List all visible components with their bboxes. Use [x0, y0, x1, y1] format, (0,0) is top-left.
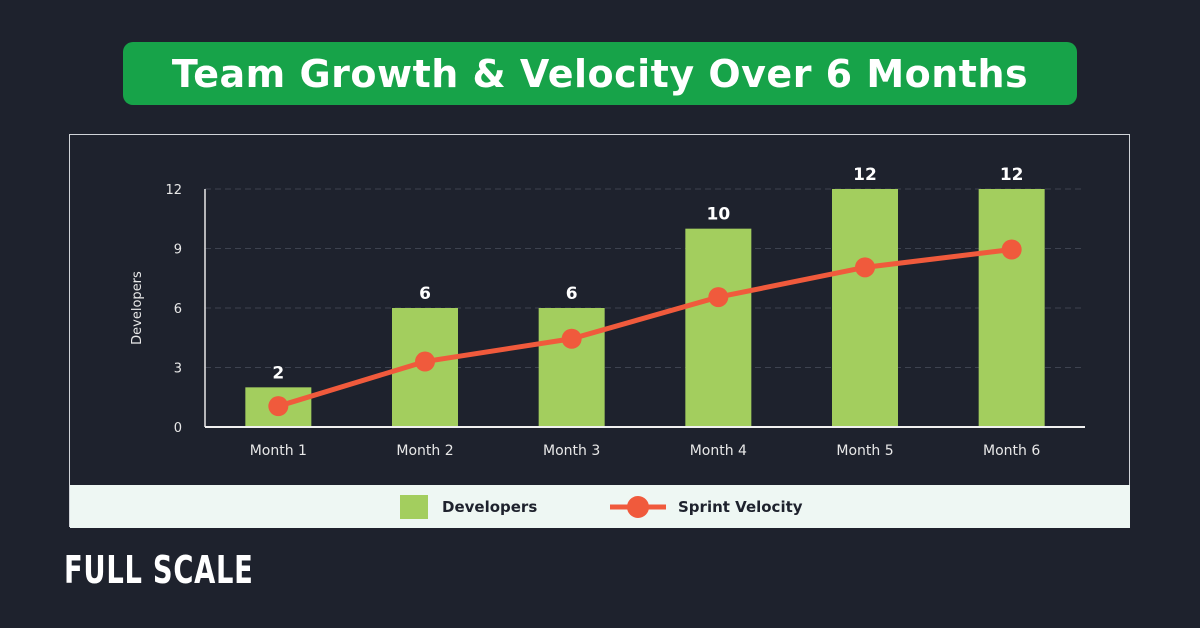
y-tick-label: 9 — [174, 243, 182, 258]
x-tick-label: Month 4 — [690, 443, 747, 459]
x-tick-label: Month 3 — [543, 443, 600, 459]
bar — [685, 228, 752, 427]
bar-data-label: 12 — [853, 165, 877, 185]
legend-swatch-line — [610, 495, 666, 518]
y-tick-label: 0 — [174, 421, 182, 436]
x-tick-label: Month 5 — [836, 443, 893, 459]
y-tick-label: 3 — [174, 362, 182, 377]
velocity-point — [415, 351, 435, 372]
legend-swatch-bar — [400, 494, 428, 519]
y-tick-label: 12 — [165, 183, 182, 198]
x-tick-label: Month 2 — [396, 443, 453, 459]
legend-label: Sprint Velocity — [678, 497, 803, 516]
bar-data-label: 10 — [706, 205, 730, 225]
legend-item-developers: Developers — [400, 494, 538, 519]
x-tick-label: Month 6 — [983, 443, 1040, 459]
velocity-point — [561, 328, 582, 349]
full-scale-logo: FULL SCALE — [64, 548, 254, 592]
legend-label: Developers — [442, 497, 538, 516]
chart-title: Team Growth & Velocity Over 6 Months — [123, 42, 1077, 105]
bar — [978, 189, 1045, 427]
bar-data-label: 6 — [566, 284, 578, 304]
legend: Developers Sprint Velocity — [70, 485, 1130, 528]
bar-data-label: 2 — [272, 363, 284, 383]
bar — [832, 189, 898, 427]
y-axis-label: Developers — [130, 271, 145, 345]
velocity-line — [277, 247, 1012, 409]
bar-data-label: 6 — [419, 284, 431, 304]
bar — [538, 308, 605, 427]
velocity-point — [268, 396, 289, 417]
velocity-point — [1001, 239, 1022, 260]
legend-item-sprint-velocity: Sprint Velocity — [610, 495, 803, 519]
bar-data-label: 12 — [1000, 165, 1024, 185]
velocity-point — [708, 287, 729, 308]
x-tick-label: Month 1 — [250, 443, 307, 459]
y-tick-label: 6 — [174, 302, 182, 317]
velocity-point — [855, 257, 875, 278]
